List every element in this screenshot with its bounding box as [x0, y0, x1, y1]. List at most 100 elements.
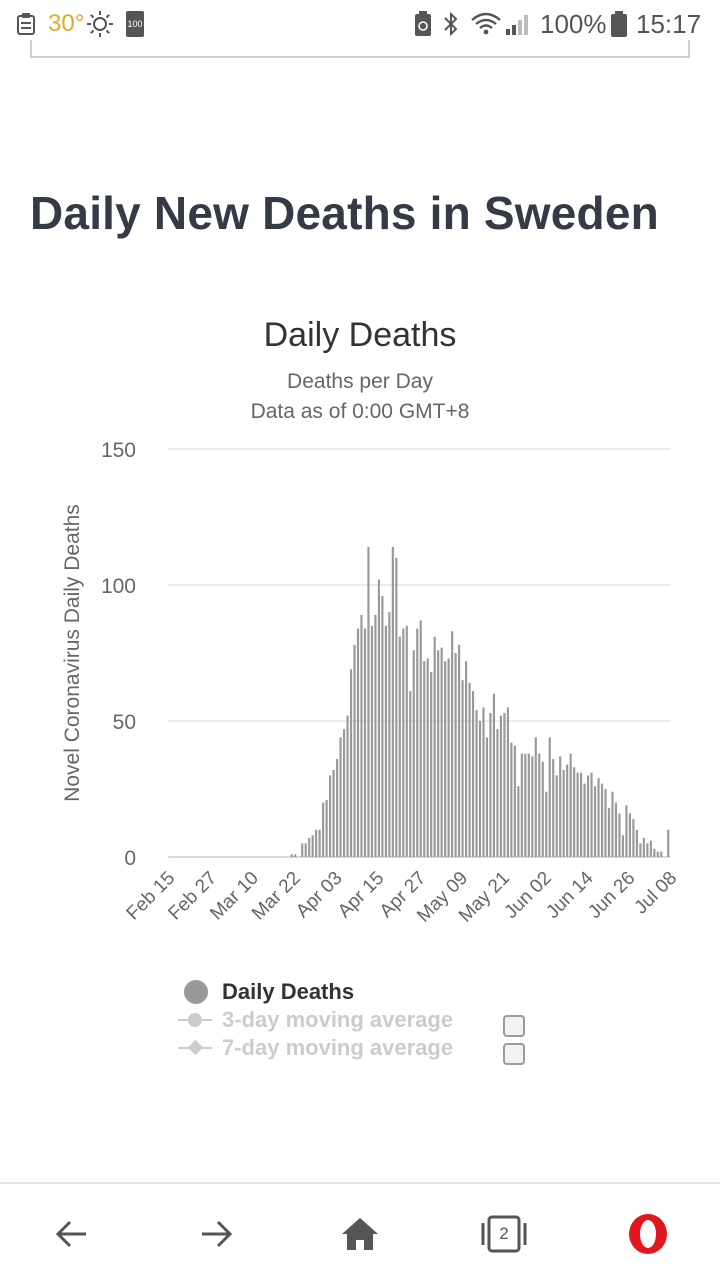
- bar[interactable]: [496, 729, 499, 857]
- bar[interactable]: [416, 628, 419, 857]
- bar[interactable]: [621, 835, 625, 857]
- bar[interactable]: [402, 628, 405, 857]
- bar[interactable]: [332, 769, 335, 857]
- bar[interactable]: [538, 753, 541, 857]
- bar[interactable]: [607, 808, 611, 857]
- bar[interactable]: [325, 799, 328, 857]
- bar[interactable]: [618, 813, 621, 857]
- bar[interactable]: [499, 715, 503, 857]
- bar[interactable]: [489, 712, 492, 857]
- bar[interactable]: [520, 753, 523, 857]
- tabs-button[interactable]: 2: [474, 1204, 534, 1264]
- bar[interactable]: [471, 691, 475, 857]
- bar[interactable]: [335, 759, 339, 857]
- bar[interactable]: [395, 557, 398, 857]
- bar[interactable]: [440, 647, 443, 857]
- bar[interactable]: [541, 761, 544, 857]
- bar[interactable]: [423, 661, 426, 857]
- bar[interactable]: [451, 631, 454, 857]
- bar[interactable]: [586, 775, 590, 857]
- bar[interactable]: [593, 786, 597, 857]
- bar[interactable]: [349, 669, 353, 857]
- bar[interactable]: [433, 636, 436, 857]
- bar[interactable]: [534, 737, 537, 857]
- bar[interactable]: [315, 829, 318, 857]
- bar[interactable]: [391, 546, 394, 857]
- bar[interactable]: [308, 837, 311, 857]
- bar[interactable]: [290, 854, 293, 857]
- bar[interactable]: [583, 783, 586, 857]
- bar[interactable]: [318, 829, 321, 857]
- bar[interactable]: [356, 628, 360, 857]
- bar[interactable]: [573, 767, 576, 857]
- legend-item-7day-average[interactable]: 7-day moving average: [178, 1034, 453, 1062]
- bar[interactable]: [301, 843, 304, 857]
- bar[interactable]: [437, 650, 440, 857]
- bar[interactable]: [639, 843, 642, 857]
- bar[interactable]: [635, 829, 638, 857]
- bar[interactable]: [611, 791, 614, 857]
- legend-item-daily-deaths[interactable]: Daily Deaths: [178, 978, 354, 1006]
- bar[interactable]: [600, 783, 604, 857]
- bar[interactable]: [604, 789, 607, 857]
- bar[interactable]: [304, 843, 307, 857]
- bar[interactable]: [566, 764, 569, 857]
- bar[interactable]: [660, 851, 663, 857]
- bar[interactable]: [510, 742, 513, 857]
- bar[interactable]: [580, 772, 583, 857]
- checkbox-7day-average[interactable]: [503, 1043, 525, 1065]
- bar[interactable]: [329, 775, 332, 857]
- bar[interactable]: [346, 715, 349, 857]
- bar[interactable]: [527, 753, 530, 857]
- bar[interactable]: [559, 756, 562, 857]
- bar[interactable]: [548, 737, 551, 857]
- bar[interactable]: [454, 653, 457, 857]
- bar[interactable]: [374, 614, 377, 857]
- bar[interactable]: [444, 661, 447, 857]
- bar[interactable]: [485, 737, 489, 857]
- bar[interactable]: [478, 721, 482, 857]
- bar[interactable]: [447, 658, 450, 857]
- bar[interactable]: [370, 625, 374, 857]
- bar[interactable]: [367, 546, 370, 857]
- bar[interactable]: [409, 691, 412, 857]
- bar[interactable]: [576, 772, 579, 857]
- bar[interactable]: [381, 595, 384, 857]
- bar[interactable]: [649, 840, 652, 857]
- bar[interactable]: [524, 753, 527, 857]
- bar[interactable]: [405, 625, 408, 857]
- bar[interactable]: [475, 710, 478, 857]
- bar[interactable]: [503, 712, 506, 857]
- back-button[interactable]: [42, 1204, 102, 1264]
- bar[interactable]: [517, 786, 520, 857]
- bar[interactable]: [597, 778, 600, 857]
- bar[interactable]: [360, 614, 363, 857]
- bar[interactable]: [590, 772, 593, 857]
- bar[interactable]: [625, 805, 628, 857]
- bar[interactable]: [311, 835, 314, 857]
- bar[interactable]: [555, 775, 558, 857]
- bar[interactable]: [388, 612, 391, 857]
- bar[interactable]: [531, 756, 534, 857]
- bar[interactable]: [642, 837, 645, 857]
- bar[interactable]: [363, 628, 367, 857]
- bar[interactable]: [430, 672, 433, 857]
- checkbox-3day-average[interactable]: [503, 1015, 525, 1037]
- bar[interactable]: [294, 854, 297, 857]
- bar[interactable]: [398, 636, 401, 857]
- legend-item-3day-average[interactable]: 3-day moving average: [178, 1006, 453, 1034]
- bar[interactable]: [492, 693, 496, 857]
- bar[interactable]: [562, 769, 565, 857]
- bar[interactable]: [353, 644, 356, 857]
- bar[interactable]: [384, 625, 387, 857]
- bar[interactable]: [614, 802, 618, 857]
- opera-menu-button[interactable]: [618, 1204, 678, 1264]
- bar[interactable]: [656, 851, 659, 857]
- bar[interactable]: [426, 658, 429, 857]
- bar[interactable]: [322, 802, 325, 857]
- bar[interactable]: [482, 707, 485, 857]
- bar[interactable]: [419, 620, 422, 857]
- bar[interactable]: [468, 682, 471, 857]
- bar[interactable]: [513, 745, 516, 857]
- bar[interactable]: [545, 791, 548, 857]
